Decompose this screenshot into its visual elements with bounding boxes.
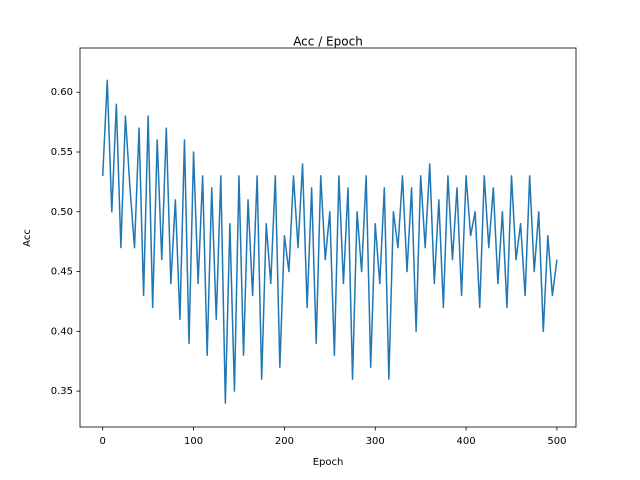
x-axis-label: Epoch <box>313 457 344 468</box>
chart-title: Acc / Epoch <box>293 35 363 49</box>
x-tick-label: 300 <box>366 436 385 447</box>
y-tick-label: 0.45 <box>51 267 73 278</box>
y-axis-label: Acc <box>22 229 33 247</box>
x-tick-label: 0 <box>100 436 106 447</box>
y-tick-label: 0.50 <box>51 207 73 218</box>
plot-frame <box>79 47 577 428</box>
x-tick-label: 100 <box>184 436 203 447</box>
y-tick-label: 0.55 <box>51 147 73 158</box>
x-tick-label: 400 <box>457 436 476 447</box>
line-series <box>101 79 558 404</box>
x-tick-label: 200 <box>275 436 294 447</box>
y-tick-label: 0.60 <box>51 87 73 98</box>
y-tick-label: 0.35 <box>51 386 73 397</box>
x-tick-label: 500 <box>547 436 566 447</box>
y-tick-label: 0.40 <box>51 326 73 337</box>
